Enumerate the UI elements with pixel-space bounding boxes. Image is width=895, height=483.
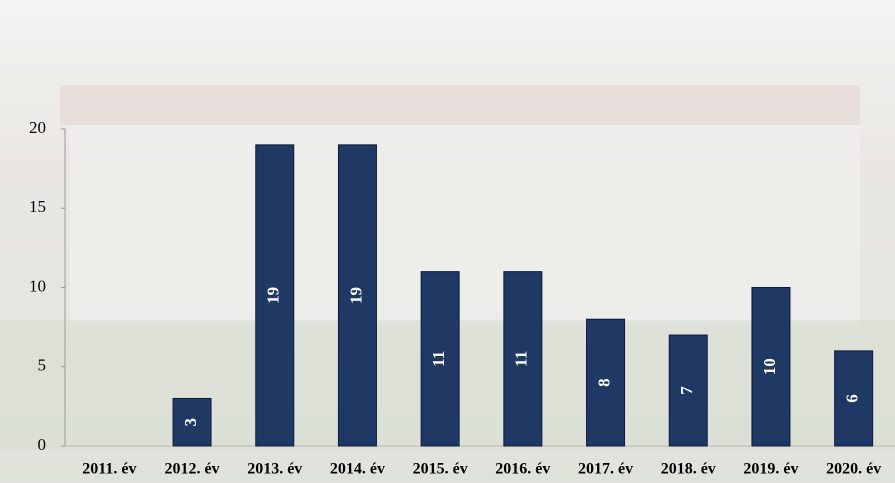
x-tick-label: 2012. év bbox=[164, 461, 219, 478]
chart: 0 5 10 15 20 2011. év 2012. év 3 2013. év 19 2014.… bbox=[0, 0, 895, 483]
y-tick-label: 15 bbox=[29, 197, 46, 216]
x-tick-label: 2015. év bbox=[413, 461, 468, 478]
roof-shape bbox=[60, 85, 860, 125]
value-label: 7 bbox=[677, 386, 696, 395]
x-tick-label: 2016. év bbox=[495, 461, 550, 478]
value-label: 8 bbox=[594, 378, 613, 387]
value-label: 6 bbox=[843, 394, 862, 403]
x-tick-label: 2014. év bbox=[330, 461, 385, 478]
page: 0 5 10 15 20 2011. év 2012. év 3 2013. év 19 2014.… bbox=[0, 0, 895, 483]
value-label: 19 bbox=[264, 287, 283, 304]
y-tick-label: 0 bbox=[38, 435, 47, 454]
y-tick-label: 5 bbox=[38, 356, 47, 375]
x-tick-label: 2018. év bbox=[661, 461, 716, 478]
x-tick-label: 2013. év bbox=[247, 461, 302, 478]
facade-shape bbox=[70, 125, 860, 325]
x-tick-label: 2011. év bbox=[82, 461, 136, 478]
x-tick-label: 2019. év bbox=[743, 461, 798, 478]
x-tick-label: 2020. év bbox=[826, 461, 881, 478]
value-label: 11 bbox=[512, 351, 531, 367]
value-label: 3 bbox=[181, 418, 200, 427]
y-tick-label: 20 bbox=[29, 118, 46, 137]
y-tick-label: 10 bbox=[29, 276, 46, 295]
value-label: 10 bbox=[760, 358, 779, 375]
value-label: 19 bbox=[346, 287, 365, 304]
value-label: 11 bbox=[429, 351, 448, 367]
x-tick-label: 2017. év bbox=[578, 461, 633, 478]
